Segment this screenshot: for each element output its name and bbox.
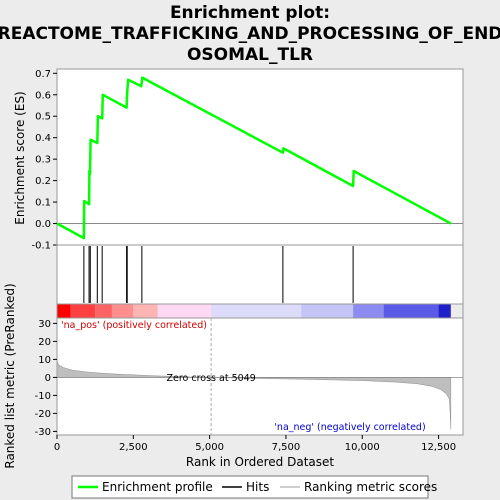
- rank-x-tick-label: 0: [54, 442, 60, 453]
- es-y-tick-label: 0.1: [35, 198, 51, 209]
- heat-bar-segment: [157, 304, 212, 318]
- legend-label-enrichment-profile: Enrichment profile: [102, 480, 213, 494]
- heat-bar-segment: [301, 304, 354, 318]
- heat-bar-segment: [111, 304, 134, 318]
- rank-x-tick-label: 12,500: [421, 442, 456, 453]
- heat-bar-segment: [211, 304, 302, 318]
- rank-x-tick-label: 2,500: [119, 442, 148, 453]
- rank-y-tick-label: -10: [35, 391, 51, 402]
- rank-x-tick-label: 5,000: [195, 442, 224, 453]
- es-y-tick-label: 0.6: [35, 90, 51, 101]
- heat-bar-segment: [133, 304, 158, 318]
- chart-title-line-1: Enrichment plot:: [170, 3, 330, 23]
- rank-y-tick-label: 10: [38, 355, 51, 366]
- es-y-tick-label: -0.1: [31, 241, 51, 252]
- rank-y-tick-label: -30: [35, 427, 51, 438]
- rank-y-tick-label: 30: [38, 319, 51, 330]
- ranking-metric-area: [56, 361, 452, 430]
- es-panel: [56, 68, 464, 246]
- negative-correlation-label: 'na_neg' (negatively correlated): [274, 422, 425, 433]
- rank-y-tick-label: 0: [45, 373, 51, 384]
- es-y-axis-label: Enrichment score (ES): [13, 91, 27, 224]
- legend-box: [71, 475, 429, 499]
- rank-y-axis-label: Ranked list metric (PreRanked): [3, 283, 17, 468]
- es-y-tick-label: 0.3: [35, 155, 51, 166]
- enrichment-profile-line: [56, 76, 452, 240]
- heat-bar-segment: [70, 304, 96, 318]
- positive-correlation-label: 'na_pos' (positively correlated): [61, 320, 207, 331]
- heat-bar-segment: [95, 304, 112, 318]
- heat-bar-segment: [353, 304, 384, 318]
- chart-title-line-3: OSOMAL_TLR: [187, 45, 313, 65]
- rank-x-tick-label: 7,500: [272, 442, 301, 453]
- rank-y-tick-label: -20: [35, 409, 51, 420]
- heat-bar-segment: [57, 304, 71, 318]
- chart-title-line-2: REACTOME_TRAFFICKING_AND_PROCESSING_OF_E…: [0, 24, 500, 44]
- es-y-tick-label: 0.5: [35, 112, 51, 123]
- rank-x-axis-label: Rank in Ordered Dataset: [186, 455, 334, 469]
- rank-y-tick-label: 20: [38, 337, 51, 348]
- heat-bar-segment: [438, 304, 451, 318]
- rank-x-tick-label: 10,000: [345, 442, 380, 453]
- es-y-tick-label: 0.4: [35, 133, 51, 144]
- es-y-tick-label: 0.2: [35, 176, 51, 187]
- heat-bar-segment: [383, 304, 439, 318]
- es-y-tick-label: 0.0: [35, 219, 51, 230]
- legend-label-hits: Hits: [246, 480, 269, 494]
- es-y-tick-label: 0.7: [35, 69, 51, 80]
- hits-panel: [56, 244, 464, 305]
- legend-label-ranking-metric: Ranking metric scores: [304, 480, 437, 494]
- zero-cross-label: Zero cross at 5049: [166, 373, 255, 384]
